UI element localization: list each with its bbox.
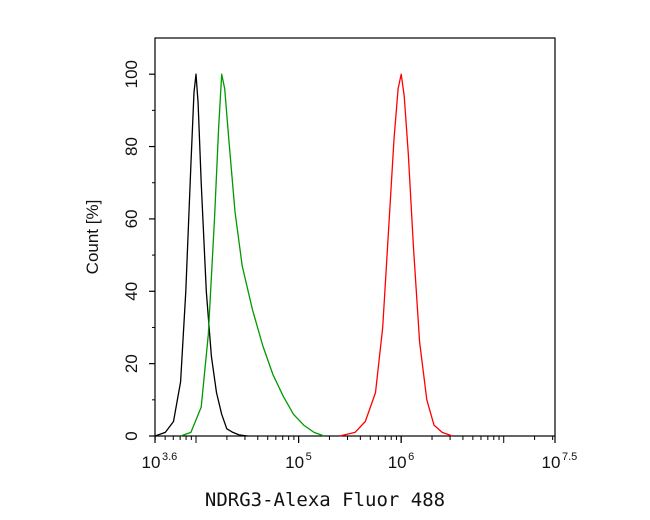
x-tick-label: 10: [285, 453, 304, 472]
y-tick-label: 0: [122, 431, 141, 440]
y-tick-label: 40: [122, 282, 141, 301]
y-tick-label: 80: [122, 137, 141, 156]
y-axis-ticks: 0 20 40 60 80 100: [122, 60, 155, 441]
x-tick-label: 10: [388, 453, 407, 472]
x-tick-label: 10: [142, 453, 161, 472]
series-line-2: [180, 73, 325, 437]
x-axis-label: NDRG3-Alexa Fluor 488: [205, 489, 445, 511]
y-tick-label: 100: [122, 60, 141, 88]
y-tick-label: 20: [122, 354, 141, 373]
x-tick-exponent: 6: [408, 451, 414, 463]
plot-frame: [154, 37, 556, 437]
x-tick-label: 10: [542, 453, 561, 472]
series-line-1: [154, 73, 248, 437]
series-line-3: [339, 73, 453, 437]
y-axis-label: Count [%]: [83, 200, 102, 275]
x-tick-exponent: 7.5: [562, 451, 577, 463]
x-axis-ticks: 10 3.6 10 5 10 6 10 7.5: [142, 436, 577, 472]
y-tick-label: 60: [122, 209, 141, 228]
x-tick-exponent: 5: [306, 451, 312, 463]
x-tick-exponent: 3.6: [162, 451, 177, 463]
series-group: [154, 73, 453, 437]
